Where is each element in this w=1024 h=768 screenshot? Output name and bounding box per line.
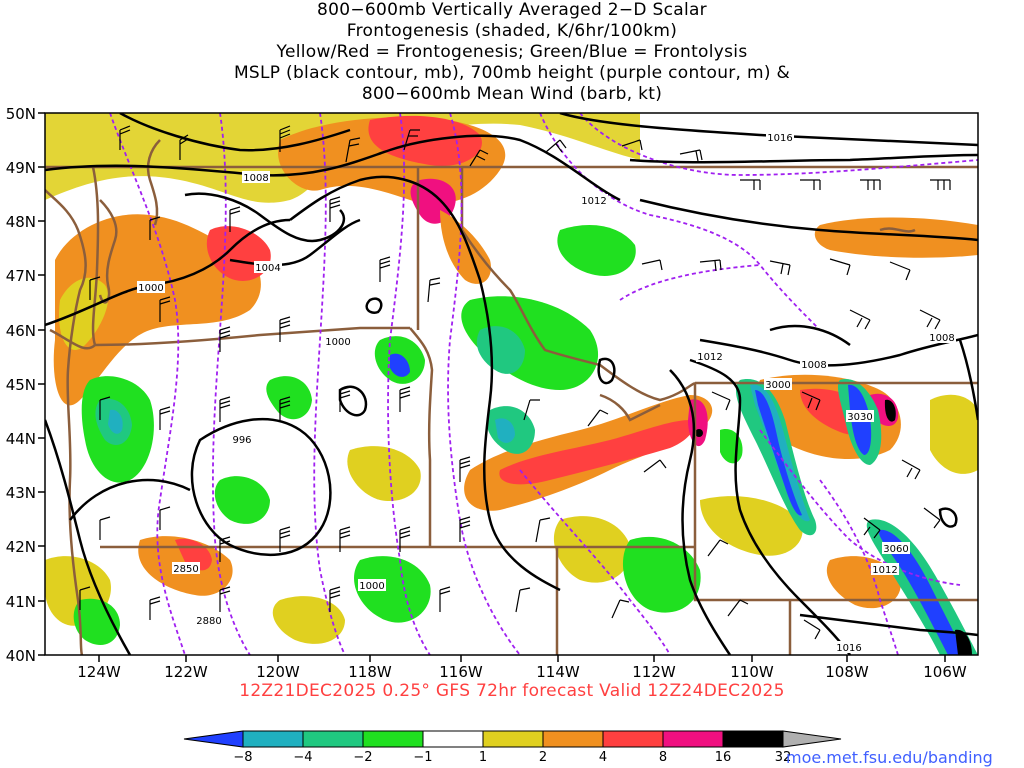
lon-label-106w: 106W xyxy=(923,663,967,681)
colorbar-swatch-3 xyxy=(362,730,424,748)
lon-label-118w: 118W xyxy=(348,663,392,681)
mslp-label-1004: 1004 xyxy=(255,263,280,274)
frontogenesis-shading xyxy=(45,113,978,655)
mslp-label-1012-southeast: 1012 xyxy=(872,565,897,576)
colorbar-swatch-9 xyxy=(722,730,784,748)
colorbar-swatch-10 xyxy=(782,730,842,748)
mslp-label-1016-south: 1016 xyxy=(836,643,861,654)
latitude-labels: 50N 49N 48N 47N 46N 45N 44N 43N 42N 41N … xyxy=(6,105,36,665)
colorbar-label: 1 xyxy=(479,750,487,765)
lat-label-41n: 41N xyxy=(6,593,36,611)
mslp-label-1012-north: 1012 xyxy=(581,196,606,207)
lat-label-44n: 44N xyxy=(6,430,36,448)
source-credit-link[interactable]: moe.met.fsu.edu/banding xyxy=(786,748,993,767)
lon-label-114w: 114W xyxy=(536,663,580,681)
mslp-label-1016-north: 1016 xyxy=(767,133,792,144)
forecast-valid-time: 12Z21DEC2025 0.25° GFS 72hr forecast Val… xyxy=(239,681,785,701)
colorbar: −8 −4 −2 −1 1 2 4 8 16 32 xyxy=(183,730,842,765)
mslp-label-1000-central: 1000 xyxy=(325,337,350,348)
lat-label-42n: 42N xyxy=(6,538,36,556)
title-line-5: 800−600mb Mean Wind (barb, kt) xyxy=(361,84,663,104)
mslp-label-1008-wyoming: 1008 xyxy=(801,360,826,371)
lat-label-46n: 46N xyxy=(6,322,36,340)
title-line-2: Frontogenesis (shaded, K/6hr/100km) xyxy=(346,21,678,41)
lat-label-47n: 47N xyxy=(6,267,36,285)
colorbar-label: −8 xyxy=(233,750,252,765)
colorbar-label: 16 xyxy=(715,750,732,765)
lon-label-124w: 124W xyxy=(77,663,121,681)
colorbar-swatch-1 xyxy=(242,730,304,748)
lat-label-50n: 50N xyxy=(6,105,36,123)
chart-title: 800−600mb Vertically Averaged 2−D Scalar… xyxy=(0,0,1024,105)
lon-label-110w: 110W xyxy=(730,663,774,681)
mslp-label-996: 996 xyxy=(232,435,251,446)
mslp-label-1008-east: 1008 xyxy=(929,333,954,344)
mslp-labels: 1016 1012 1008 1004 1000 1000 996 1000 1… xyxy=(137,131,956,654)
height-label-3060: 3060 xyxy=(883,544,908,555)
colorbar-label: −1 xyxy=(413,750,432,765)
title-line-3: Yellow/Red = Frontogenesis; Green/Blue =… xyxy=(276,42,748,62)
lon-label-112w: 112W xyxy=(632,663,676,681)
colorbar-swatch-8 xyxy=(662,730,724,748)
colorbar-swatch-0 xyxy=(183,730,244,748)
colorbar-swatch-4 xyxy=(422,730,484,748)
title-line-1: 800−600mb Vertically Averaged 2−D Scalar xyxy=(317,0,707,20)
colorbar-label: −4 xyxy=(293,750,312,765)
lon-label-120w: 120W xyxy=(256,663,300,681)
mslp-label-1000-south: 1000 xyxy=(359,581,384,592)
height-labels: 3000 3030 2850 2880 3060 xyxy=(172,378,910,627)
mslp-label-1008-west: 1008 xyxy=(243,173,268,184)
longitude-labels: 124W 122W 120W 118W 116W 114W 112W 110W … xyxy=(77,663,967,681)
lat-label-43n: 43N xyxy=(6,484,36,502)
colorbar-swatch-5 xyxy=(482,730,544,748)
lon-label-108w: 108W xyxy=(825,663,869,681)
lon-label-122w: 122W xyxy=(164,663,208,681)
height-label-2880: 2880 xyxy=(196,616,221,627)
mslp-label-1000-west: 1000 xyxy=(138,283,163,294)
state-borders xyxy=(45,139,978,655)
lat-label-49n: 49N xyxy=(6,159,36,177)
lat-label-40n: 40N xyxy=(6,647,36,665)
mslp-contours xyxy=(45,113,978,655)
height-label-2850: 2850 xyxy=(173,564,198,575)
height-contours xyxy=(109,113,978,655)
lat-label-45n: 45N xyxy=(6,376,36,394)
colorbar-swatch-7 xyxy=(602,730,664,748)
colorbar-label: −2 xyxy=(353,750,372,765)
mslp-label-1012-central: 1012 xyxy=(697,352,722,363)
height-label-3000: 3000 xyxy=(765,380,790,391)
title-line-4: MSLP (black contour, mb), 700mb height (… xyxy=(233,63,791,83)
colorbar-swatch-2 xyxy=(302,730,364,748)
colorbar-label: 32 xyxy=(775,750,792,765)
colorbar-label: 2 xyxy=(539,750,547,765)
colorbar-label: 4 xyxy=(599,750,607,765)
colorbar-label: 8 xyxy=(659,750,667,765)
lat-label-48n: 48N xyxy=(6,213,36,231)
height-label-3030: 3030 xyxy=(847,412,872,423)
colorbar-swatch-6 xyxy=(542,730,604,748)
wind-barbs xyxy=(79,125,951,640)
axis-ticks xyxy=(38,112,946,662)
lon-label-116w: 116W xyxy=(439,663,483,681)
